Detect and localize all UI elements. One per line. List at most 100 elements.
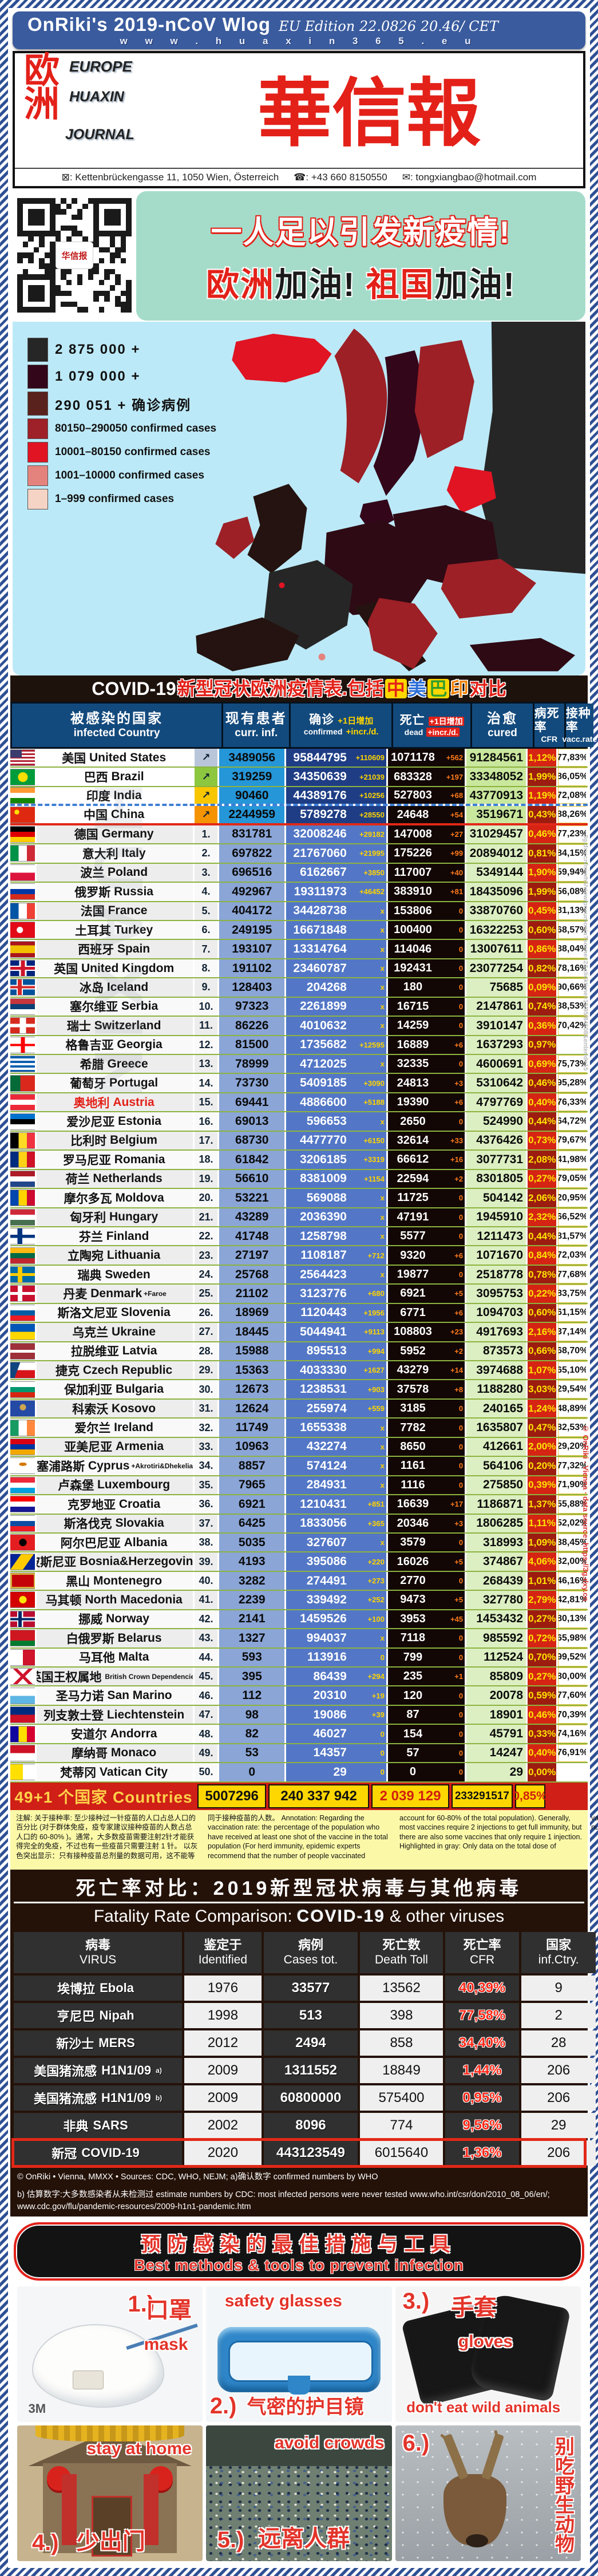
dead-value: 235 +1 [387, 1668, 467, 1686]
cured-value: 3519671 [466, 806, 528, 823]
confirmed-value: 23460787 x [286, 959, 388, 978]
country-row: 印度 India ↗ 90460 44389176 +10256 527803 +6… [10, 787, 588, 807]
country-flag [10, 1265, 37, 1284]
current-infections-value: 5035 [219, 1533, 287, 1552]
country-row: 黑山 Montenegro 40. 3282 274491 +273 2770 0 … [10, 1571, 588, 1591]
virus-deaths: 858 [360, 2030, 443, 2056]
confirmed-value: 1258798 x [286, 1227, 388, 1246]
country-flag [10, 1361, 37, 1380]
cfr-value: 2,32% [528, 1208, 559, 1226]
vaccination-rate-value: 75,73% [558, 1055, 588, 1073]
confirmed-value: 4010632 x [286, 1017, 388, 1035]
col-cured: 治愈 cured [472, 704, 533, 747]
current-infections-value: 6921 [219, 1495, 287, 1514]
confirmed-value: 4886600 +5188 [286, 1093, 388, 1112]
confirmed-value: 29 0 [286, 1763, 388, 1781]
country-name: 土耳其 Turkey [37, 920, 195, 939]
current-infections-value: 3489056 [219, 749, 287, 767]
cured-value: 4600691 [466, 1055, 528, 1073]
country-name: 拉脱维亚 Latvia [37, 1342, 195, 1360]
cfr-value: 0,84% [528, 1246, 559, 1265]
confirmed-value: 569088 x [286, 1189, 388, 1207]
current-infections-value: 61842 [219, 1151, 287, 1169]
title-segment: 巴 [427, 679, 449, 698]
country-rank: 41. [194, 1591, 220, 1609]
virus-cfr: 34,40% [445, 2030, 520, 2056]
country-flag [10, 1668, 37, 1686]
vaccination-rate-value: 42,81% [558, 1591, 588, 1609]
country-rank: 6. [194, 920, 220, 939]
country-row: 安道尔 Andorra 48. 82 46027 0 154 0 45791 0,3… [10, 1725, 588, 1744]
country-rank: 22. [194, 1227, 220, 1246]
country-rank: ↗ [194, 768, 220, 786]
country-name: 美国 United States [37, 749, 195, 767]
cured-value: 29 [466, 1763, 528, 1781]
current-infections-value: 69441 [219, 1093, 287, 1112]
country-name: 斯洛文尼亚 Slovenia [37, 1303, 195, 1322]
confirmed-value: 432274 x [286, 1437, 388, 1456]
confirmed-value: 113916 0 [286, 1648, 388, 1666]
prevention-title-en: Best methods & tools to prevent infectio… [134, 2256, 464, 2274]
fcol-virus: 病毒 VIRUS [14, 1931, 183, 1973]
country-flag [10, 902, 37, 920]
covid-table-title: COVID-19 新型冠状欧洲疫情表.包括中美巴印对比 [10, 675, 588, 702]
confirmed-value: 1120443 +1956 [286, 1303, 388, 1322]
country-row: 克罗地亚 Croatia 36. 6921 1210431 +851 16639 +… [10, 1495, 588, 1515]
country-rank: 45. [194, 1668, 220, 1686]
virus-row: 埃博拉 Ebola 1976 33577 13562 40,39% 9 [14, 1975, 596, 2001]
fcol-cfr: 死亡率 CFR [445, 1931, 520, 1973]
confirmed-value: 4477770 +6150 [286, 1131, 388, 1150]
country-name: 格鲁吉亚 Georgia [37, 1036, 195, 1054]
country-rank: 33. [194, 1437, 220, 1456]
cfr-value: 0,20% [528, 1457, 559, 1475]
country-name: 黑山 Montenegro [37, 1571, 195, 1590]
virus-cfr: 1,36% [445, 2140, 520, 2166]
cfr-value: 0,97% [528, 1036, 559, 1054]
dead-value: 1161 0 [387, 1457, 467, 1475]
country-flag [10, 1552, 37, 1571]
dead-value: 100400 0 [387, 920, 467, 939]
legend-item: 80150–290050 confirmed cases [27, 418, 216, 439]
confirmed-value: 395086 +220 [286, 1552, 388, 1571]
totals-current: 5007296 [197, 1784, 267, 1808]
country-name: 马耳他 Malta [37, 1648, 195, 1666]
address-text: Kettenbrückengasse 11, 1050 Wien, Österr… [75, 172, 279, 183]
country-name: 奥地利 Austria [37, 1093, 195, 1112]
dead-value: 192431 0 [387, 959, 467, 978]
dead-value: 2770 0 [387, 1571, 467, 1590]
virus-year: 2009 [184, 2057, 262, 2083]
vaccination-rate-value: 81,57% [558, 1227, 588, 1246]
country-rank: 9. [194, 978, 220, 997]
confirmed-value: 3206185 +3319 [286, 1151, 388, 1169]
confirmed-value: 5044941 +9113 [286, 1323, 388, 1341]
country-row: 科索沃 Kosovo 31. 12624 255974 +559 3185 0 24… [10, 1399, 588, 1419]
country-row: 德国 Germany 1. 831781 32008246 +29182 1470… [10, 825, 588, 845]
country-name: 摩尔多瓦 Moldova [37, 1189, 195, 1207]
dead-value: 383910 +81 [387, 883, 467, 901]
country-name: 匈牙利 Hungary [37, 1208, 195, 1226]
vaccination-rate-value [558, 1036, 588, 1054]
cfr-value: 0,86% [528, 940, 559, 958]
cfr-value: 0,60% [528, 1303, 559, 1322]
country-flag [10, 863, 37, 882]
country-name: 梵蒂冈 Vatican City [37, 1763, 195, 1781]
cfr-value: 1,19% [528, 787, 559, 804]
country-flag [10, 1227, 37, 1246]
country-flag [10, 1131, 37, 1150]
cured-value: 5349144 [466, 863, 528, 882]
dead-value: 22594 +2 [387, 1170, 467, 1188]
country-rank: 20. [194, 1189, 220, 1207]
cfr-value: 0,44% [528, 1112, 559, 1131]
qr-code: 华信报 [14, 193, 135, 317]
cured-value: 33870760 [466, 902, 528, 920]
country-row: 波兰 Poland 3. 696516 6162667 +3850 117007 +… [10, 863, 588, 883]
country-name: 冰岛 Iceland [37, 978, 195, 997]
cured-value: 4917693 [466, 1323, 528, 1341]
current-infections-value: 25768 [219, 1265, 287, 1284]
vaccination-rate-value: 77,60% [558, 1686, 588, 1705]
country-rank: 25. [194, 1285, 220, 1303]
virus-row: 非典 SARS 2002 8096 774 9,56% 29 [14, 2112, 596, 2138]
cfr-value: 0,27% [528, 1668, 559, 1686]
country-rank: 50. [194, 1763, 220, 1781]
country-name: 罗马尼亚 Romania [37, 1151, 195, 1169]
